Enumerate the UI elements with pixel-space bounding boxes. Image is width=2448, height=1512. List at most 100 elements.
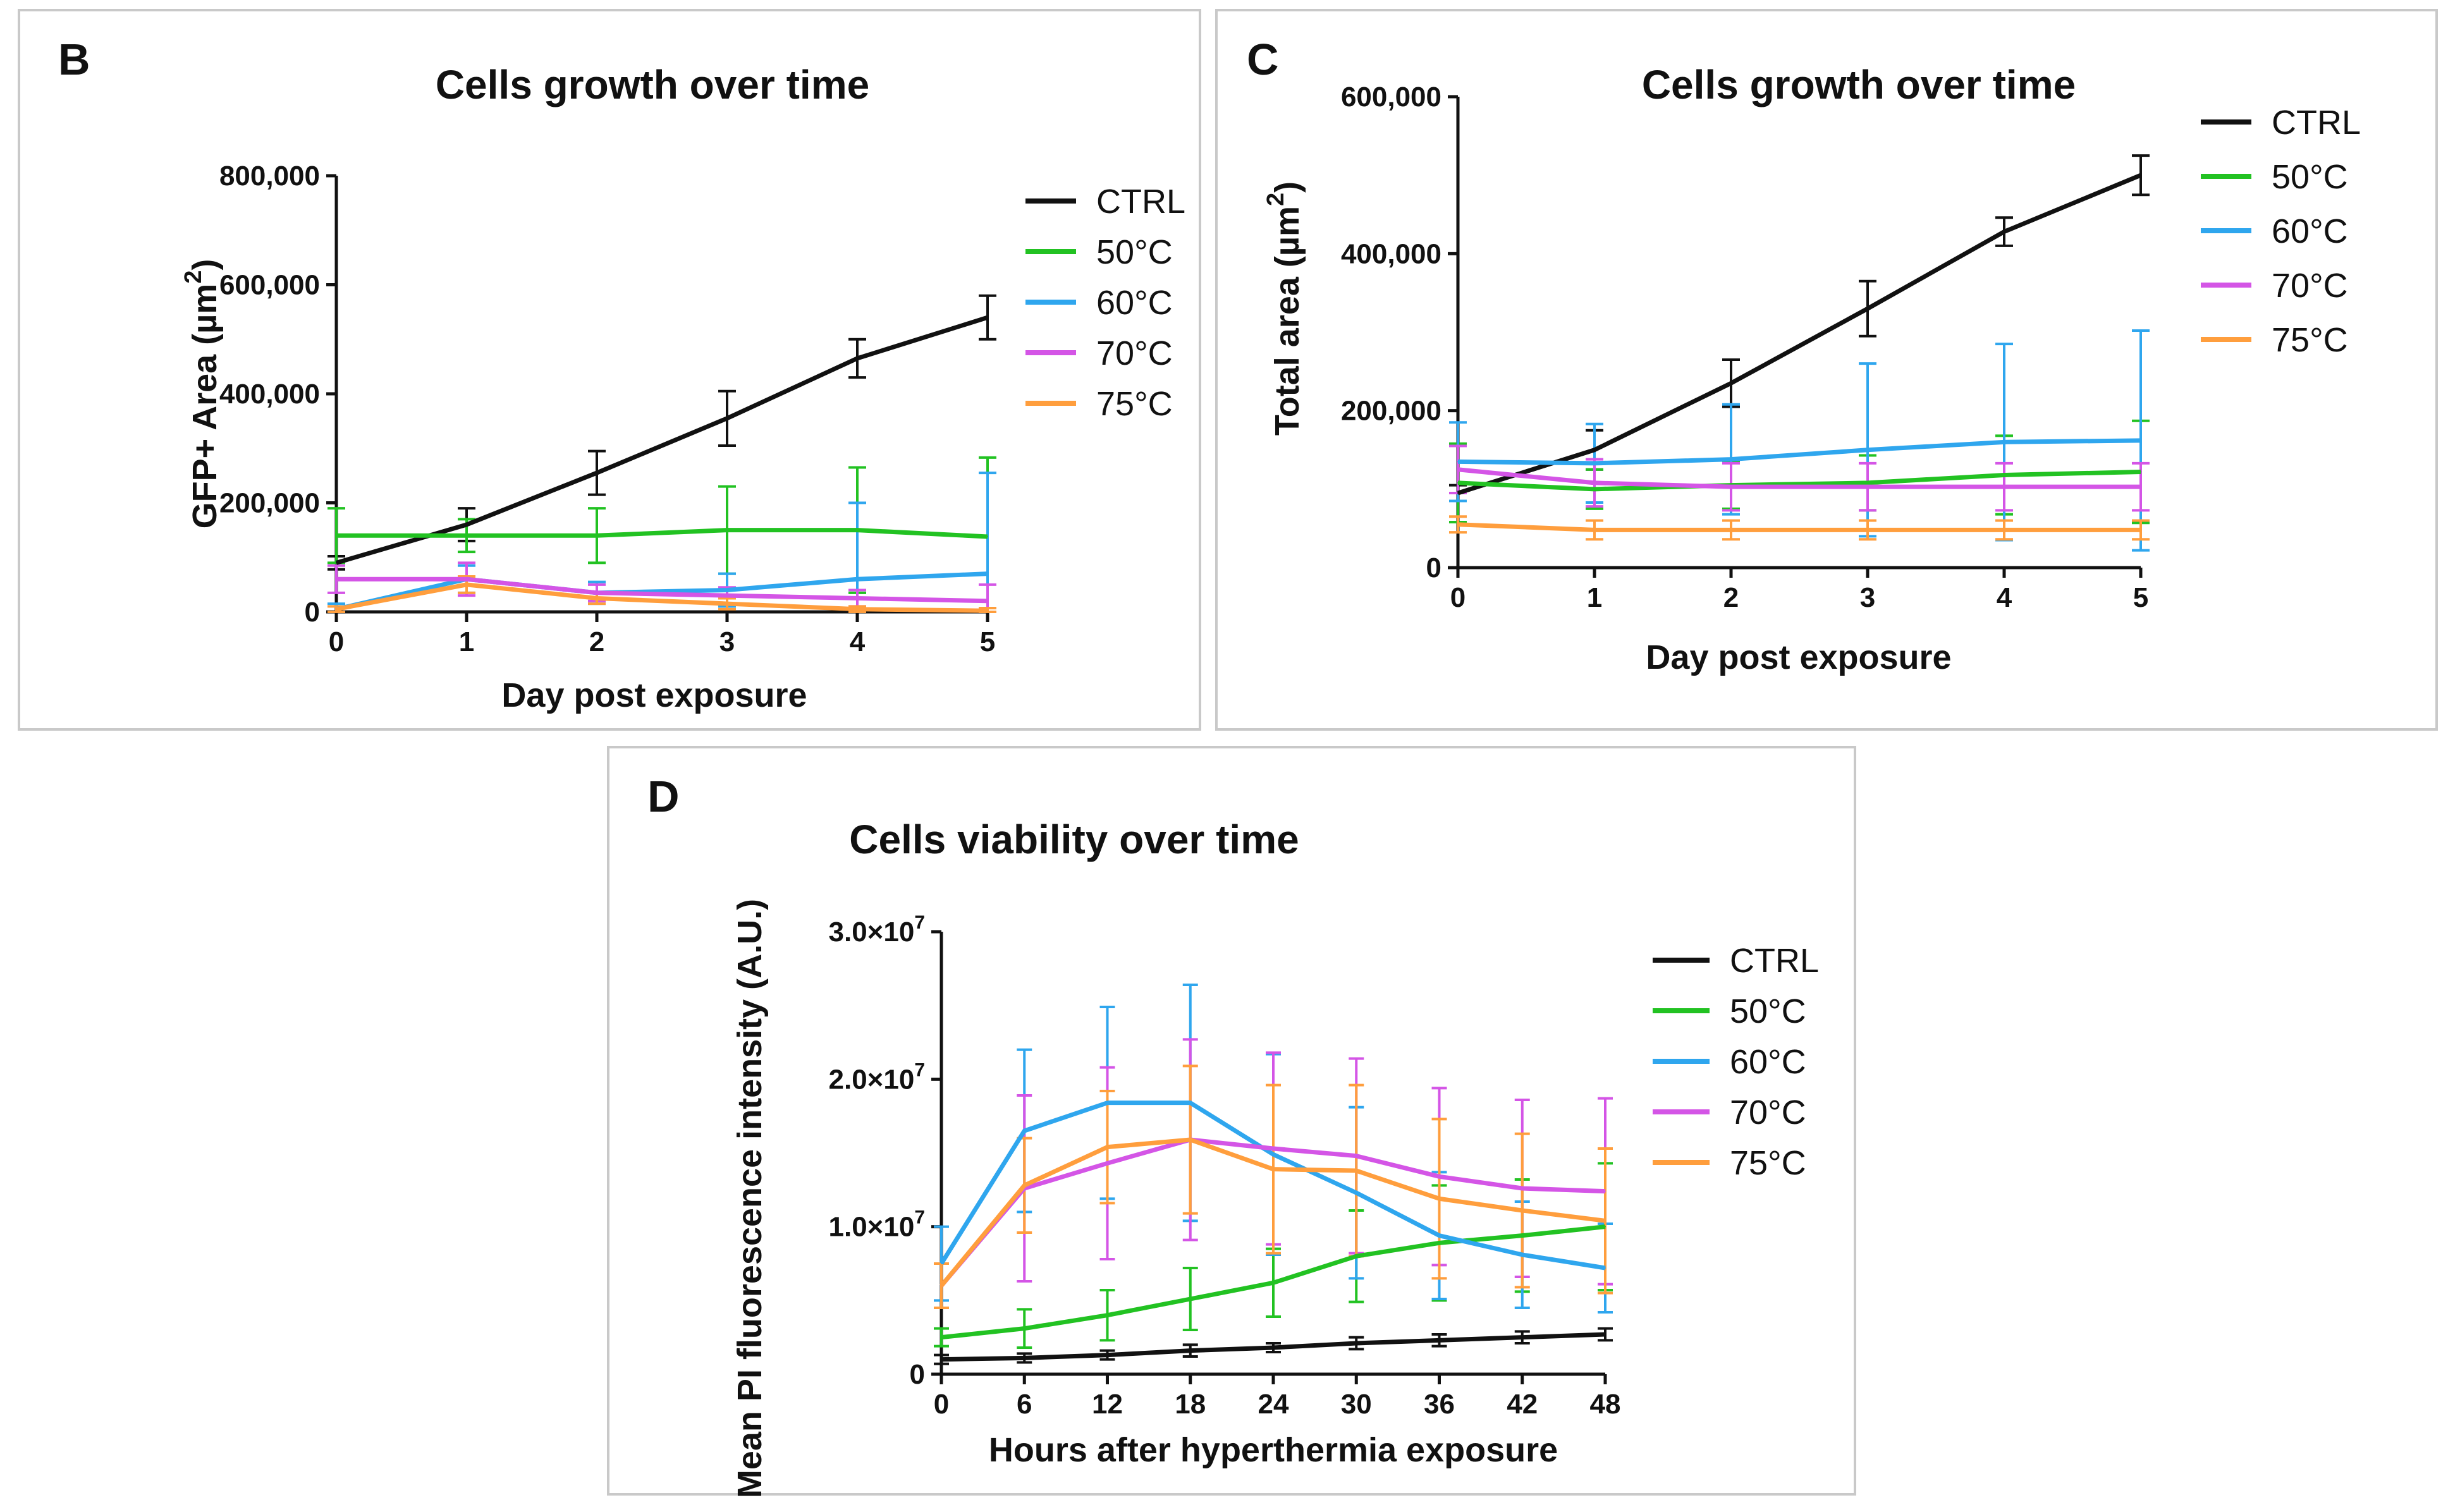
- x-tick-label: 1: [459, 626, 474, 657]
- data-point: [1521, 1235, 1523, 1236]
- data-point: [1605, 1220, 1606, 1222]
- panel-letter-b: B: [58, 35, 90, 84]
- data-point: [1594, 488, 1595, 490]
- data-point: [1273, 1347, 1274, 1348]
- panel-c: C Cells growth over time 0 200,000 400,000…: [1215, 9, 2438, 731]
- data-point: [2140, 486, 2141, 488]
- x-tick-label: 12: [1092, 1389, 1123, 1420]
- series-line-60°C: [336, 571, 988, 612]
- y-tick-label: 200,000: [219, 488, 320, 519]
- data-point: [1605, 1334, 1606, 1335]
- legend-label: 70°C: [1730, 1094, 1806, 1131]
- data-point: [726, 529, 728, 531]
- data-point: [726, 589, 728, 591]
- data-point: [1594, 449, 1595, 451]
- data-point: [1521, 1254, 1523, 1255]
- chart-d-svg: D Cells viability over time 01.0×1072.0×…: [647, 772, 1819, 1498]
- chart-c-svg: C Cells growth over time 0 200,000 400,000…: [1247, 35, 2361, 676]
- data-point: [2140, 174, 2141, 176]
- data-point: [596, 592, 597, 594]
- data-point: [336, 535, 337, 537]
- x-tick-label: 42: [1507, 1389, 1538, 1420]
- series-line-70°C: [336, 576, 988, 604]
- x-tick-label: 4: [1997, 582, 2012, 613]
- data-point: [1189, 1298, 1191, 1300]
- data-point: [1521, 1336, 1523, 1338]
- data-point: [987, 573, 988, 575]
- data-point: [1273, 1154, 1274, 1155]
- data-point: [1521, 1210, 1523, 1211]
- data-point: [857, 529, 858, 531]
- x-tick-label: 5: [2133, 582, 2148, 613]
- data-point: [726, 595, 728, 597]
- x-tick-label: 3: [719, 626, 735, 657]
- chart-title: Cells growth over time: [1642, 62, 2076, 107]
- legend-label: 75°C: [2272, 321, 2348, 359]
- x-tick-label: 2: [589, 626, 604, 657]
- x-axis-label: Day post exposure: [501, 676, 807, 714]
- y-tick-label-base: 2.0×10: [829, 1064, 915, 1095]
- panel-letter-c: C: [1247, 35, 1279, 84]
- x-tick-label: 3: [1860, 582, 1875, 613]
- data-point: [1438, 1242, 1440, 1244]
- series-line-50°C: [336, 528, 988, 539]
- data-point: [336, 608, 337, 610]
- data-point: [1356, 1255, 1357, 1257]
- data-point: [1189, 1139, 1191, 1140]
- data-point: [1273, 1282, 1274, 1284]
- data-point: [857, 357, 858, 359]
- y-tick-label-base: 1.0×10: [829, 1212, 915, 1243]
- data-point: [1867, 449, 1868, 451]
- y-tick-label: 200,000: [1341, 396, 1441, 427]
- data-point: [1438, 1339, 1440, 1341]
- data-point: [1273, 1148, 1274, 1149]
- panel-d: D Cells viability over time 0 1.0×107 2.0×…: [607, 746, 1856, 1498]
- data-point: [1594, 529, 1595, 531]
- legend-label: 60°C: [1096, 284, 1173, 322]
- legend-label: 50°C: [1096, 233, 1173, 271]
- data-point: [2004, 474, 2005, 476]
- data-point: [466, 524, 467, 525]
- data-point: [2004, 231, 2005, 233]
- x-tick-label: 48: [1590, 1389, 1621, 1420]
- legend-label: 50°C: [2272, 158, 2348, 196]
- y-tick-label: 600,000: [219, 270, 320, 301]
- y-tick-label: 2.0×107: [829, 1059, 926, 1095]
- legend-label: 60°C: [2272, 212, 2348, 250]
- data-point: [336, 562, 337, 564]
- data-point: [857, 597, 858, 599]
- data-point: [987, 600, 988, 602]
- chart-b-svg: B Cells growth over time 0 200,000 400,000…: [58, 35, 1185, 714]
- y-tick-label-exp: 7: [914, 912, 925, 933]
- y-axis-label: Mean PI fluorescence intensity (A.U.): [731, 899, 769, 1498]
- data-point: [1730, 486, 1732, 488]
- data-point: [2140, 529, 2141, 531]
- data-point: [1867, 486, 1868, 488]
- data-point: [2004, 529, 2005, 531]
- chart-title: Cells growth over time: [436, 62, 869, 107]
- y-tick-label: 600,000: [1341, 82, 1441, 113]
- data-point: [1189, 1102, 1191, 1104]
- data-point: [1106, 1162, 1108, 1164]
- data-point: [1605, 1190, 1606, 1192]
- series-line-CTRL: [1457, 173, 2142, 496]
- series-line-60°C: [1457, 438, 2141, 466]
- data-point: [1356, 1155, 1357, 1157]
- data-point: [1106, 1354, 1108, 1356]
- data-point: [466, 583, 467, 585]
- data-point: [1273, 1168, 1274, 1170]
- y-tick-label: 0: [1426, 552, 1441, 583]
- x-axis-label: Hours after hyperthermia exposure: [989, 1431, 1558, 1469]
- y-tick-label: 0: [910, 1359, 925, 1390]
- data-point: [857, 608, 858, 610]
- legend-label: 70°C: [2272, 267, 2348, 305]
- y-tick-label: 800,000: [219, 161, 320, 192]
- series-line-70°C: [1457, 467, 2141, 489]
- y-tick-label: 400,000: [219, 379, 320, 410]
- data-point: [1438, 1198, 1440, 1200]
- error-bars-75°C: [327, 575, 996, 613]
- data-point: [1594, 482, 1595, 484]
- y-tick-label-exp: 7: [914, 1059, 925, 1080]
- data-point: [1024, 1130, 1025, 1131]
- x-tick-label: 30: [1341, 1389, 1372, 1420]
